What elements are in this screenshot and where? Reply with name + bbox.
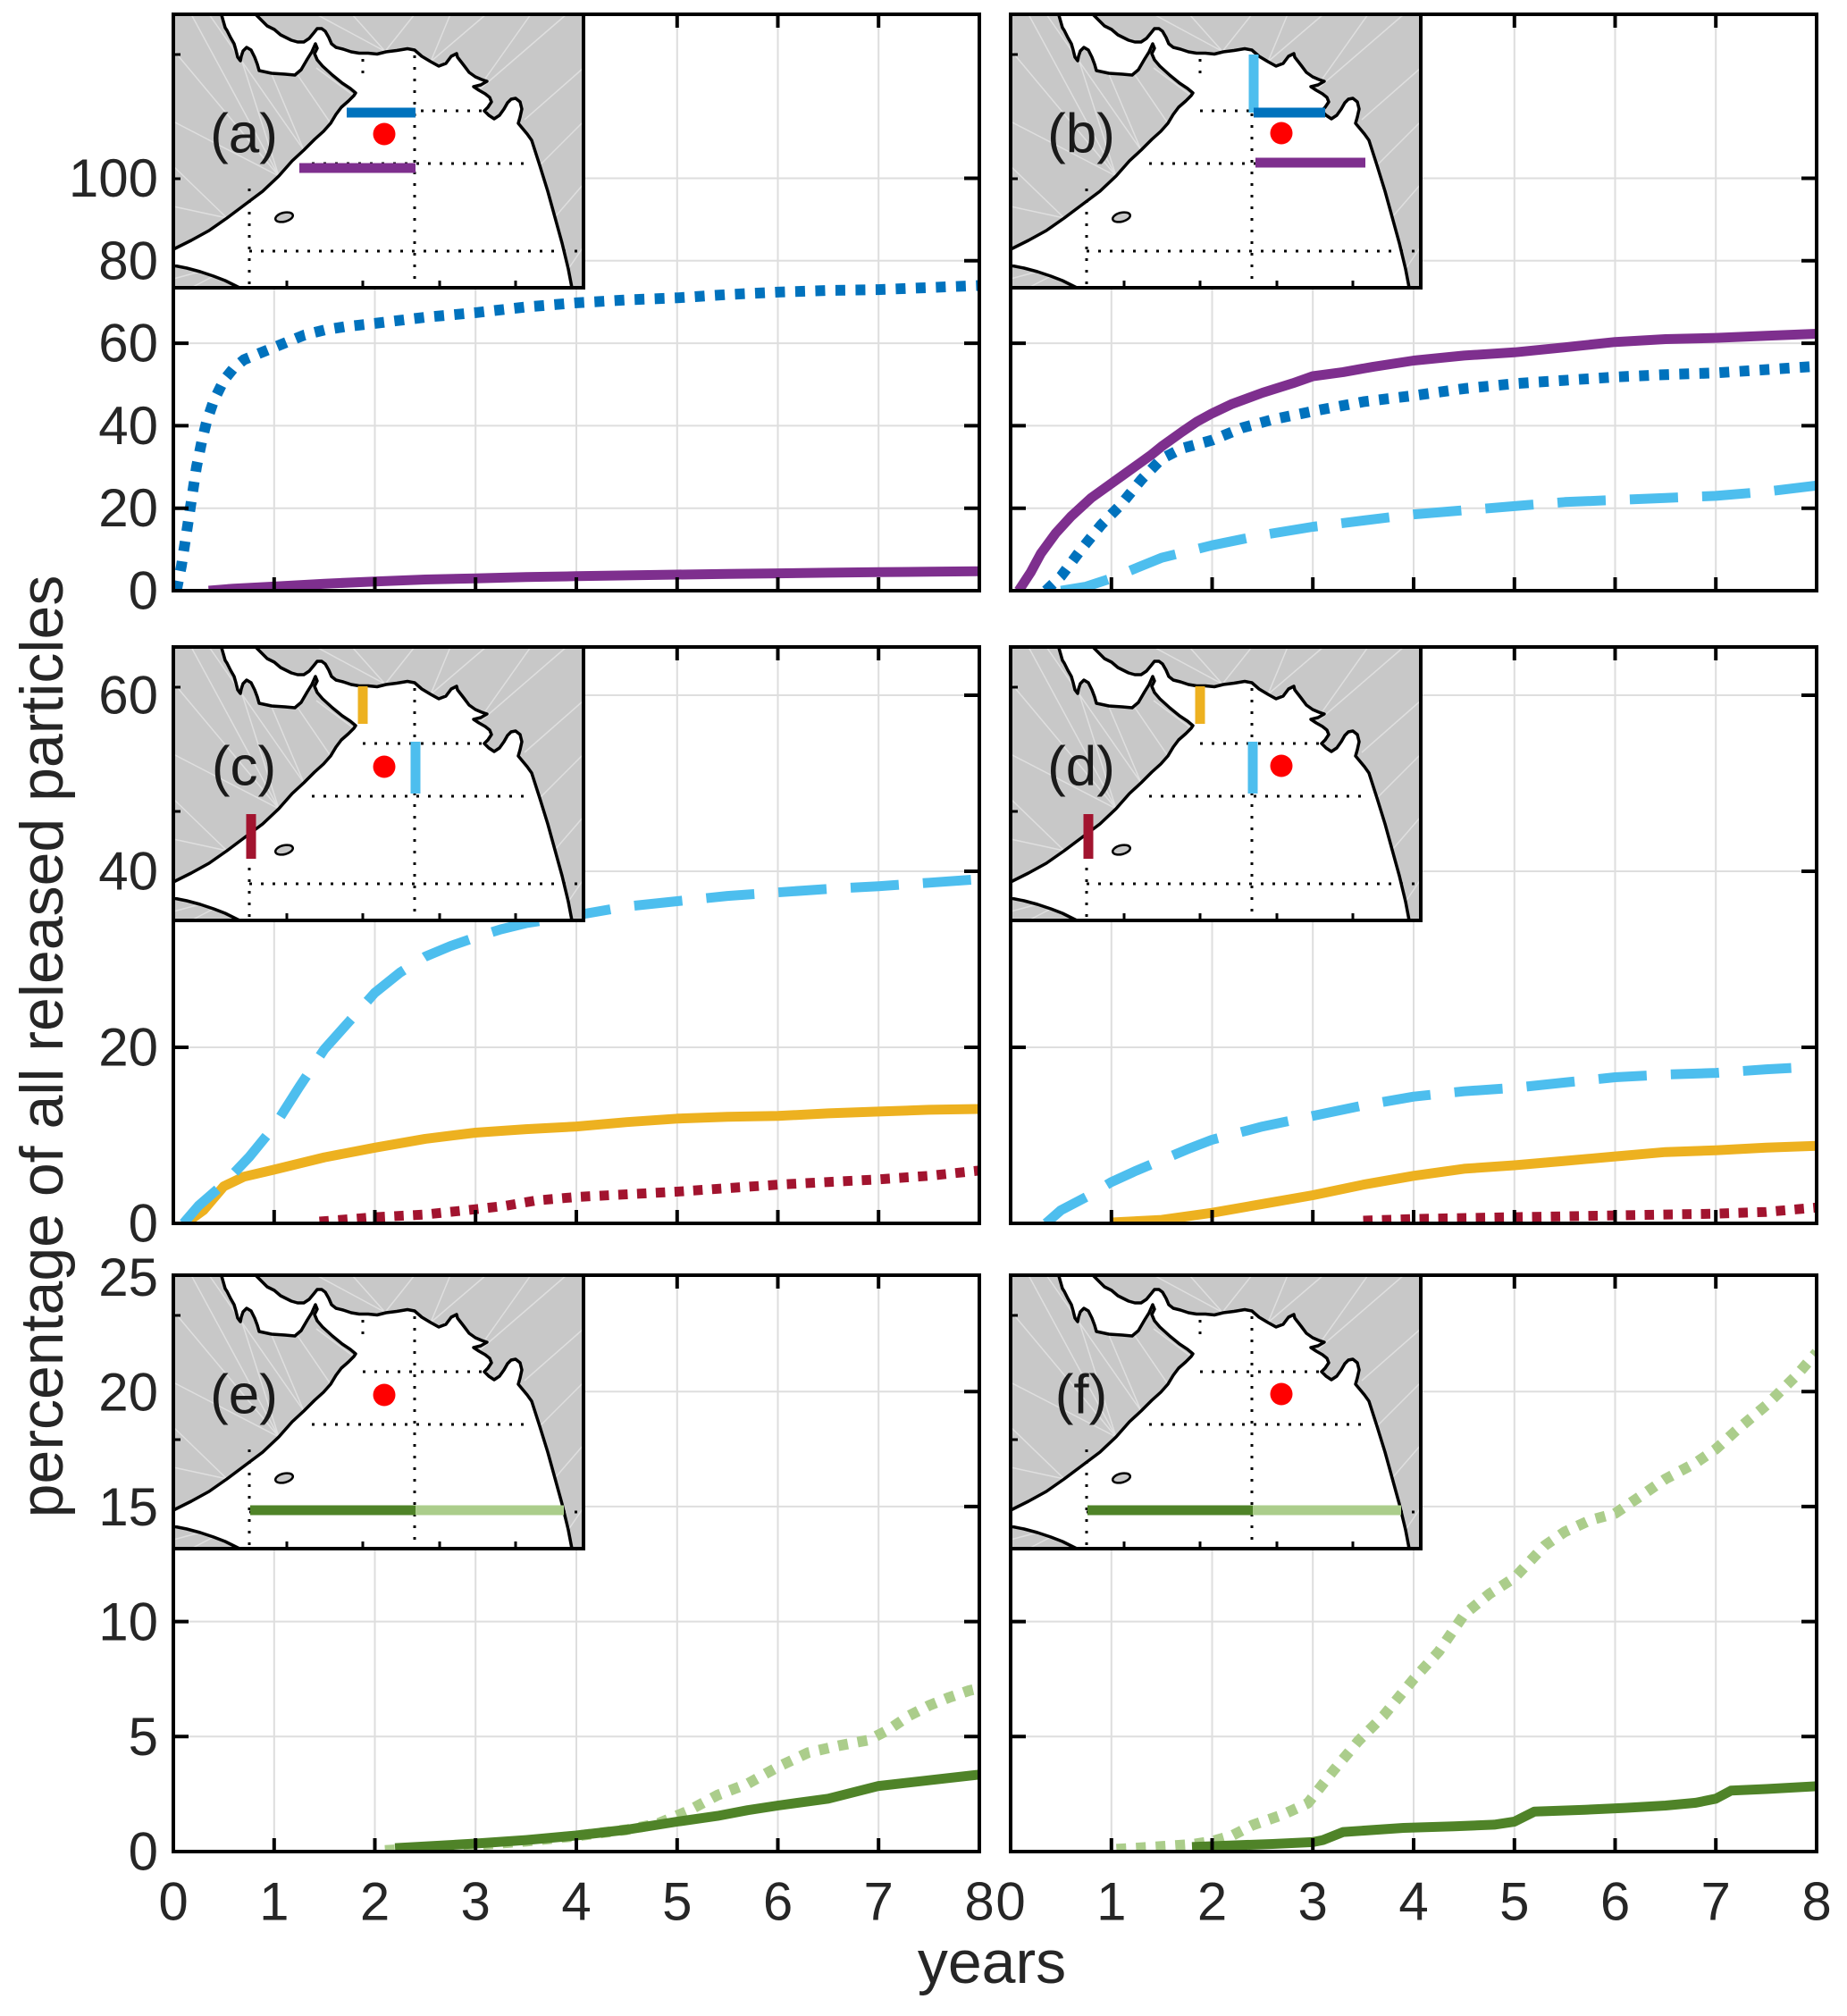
svg-text:60: 60 <box>98 314 158 374</box>
svg-text:0: 0 <box>995 1872 1025 1932</box>
svg-text:4: 4 <box>1398 1872 1428 1932</box>
svg-text:(f): (f) <box>1055 1365 1108 1426</box>
svg-text:5: 5 <box>662 1872 692 1932</box>
svg-text:20: 20 <box>98 478 158 538</box>
svg-text:0: 0 <box>129 561 158 621</box>
svg-text:0: 0 <box>158 1872 188 1932</box>
svg-text:40: 40 <box>98 396 158 456</box>
svg-text:3: 3 <box>1298 1872 1328 1932</box>
svg-text:80: 80 <box>98 231 158 290</box>
svg-text:(a): (a) <box>210 104 278 165</box>
svg-text:(c): (c) <box>212 736 276 798</box>
svg-text:6: 6 <box>1600 1872 1630 1932</box>
svg-text:6: 6 <box>763 1872 793 1932</box>
svg-text:20: 20 <box>98 1363 158 1423</box>
svg-text:8: 8 <box>964 1872 994 1932</box>
svg-text:percentage of all released par: percentage of all released particles <box>8 575 76 1518</box>
svg-text:3: 3 <box>461 1872 491 1932</box>
svg-text:8: 8 <box>1801 1872 1831 1932</box>
svg-text:1: 1 <box>1096 1872 1126 1932</box>
svg-text:20: 20 <box>98 1018 158 1078</box>
svg-text:5: 5 <box>1499 1872 1529 1932</box>
svg-text:(e): (e) <box>210 1365 278 1426</box>
svg-text:1: 1 <box>259 1872 289 1932</box>
svg-text:4: 4 <box>561 1872 591 1932</box>
svg-text:40: 40 <box>98 842 158 902</box>
svg-text:15: 15 <box>98 1477 158 1537</box>
svg-text:0: 0 <box>129 1822 158 1882</box>
svg-text:(d): (d) <box>1047 736 1115 798</box>
svg-text:5: 5 <box>129 1707 158 1767</box>
svg-text:0: 0 <box>129 1194 158 1254</box>
svg-text:25: 25 <box>98 1247 158 1307</box>
svg-text:years: years <box>918 1928 1066 1996</box>
svg-text:(b): (b) <box>1047 104 1115 165</box>
svg-text:10: 10 <box>98 1592 158 1652</box>
svg-text:7: 7 <box>864 1872 894 1932</box>
svg-text:7: 7 <box>1701 1872 1731 1932</box>
svg-text:2: 2 <box>1197 1872 1227 1932</box>
svg-text:60: 60 <box>98 666 158 726</box>
svg-text:100: 100 <box>69 148 158 208</box>
svg-text:2: 2 <box>360 1872 390 1932</box>
